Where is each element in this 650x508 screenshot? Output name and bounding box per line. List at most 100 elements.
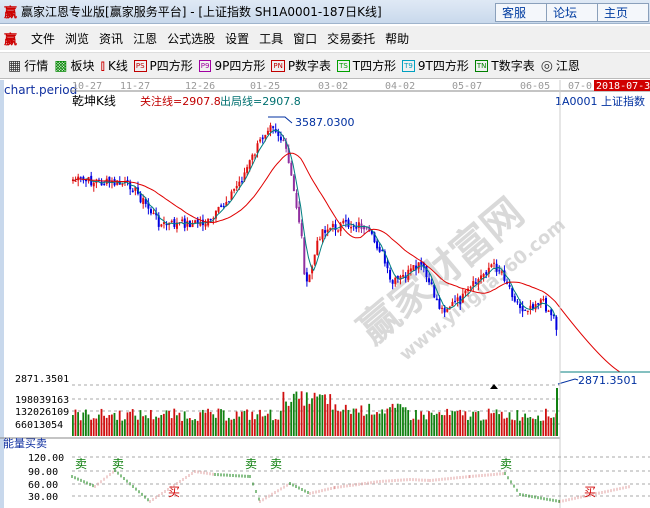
volume-bar	[477, 411, 480, 436]
menu-item-7[interactable]: 窗口	[293, 31, 318, 46]
toolbar-item-8[interactable]: TN T数字表	[474, 57, 535, 74]
menu-item-6[interactable]: 工具	[259, 31, 284, 46]
menu-item-0[interactable]: 文件	[31, 31, 56, 46]
volume-bar	[404, 407, 407, 436]
toolbar-item-5[interactable]: PN P数字表	[271, 57, 331, 74]
volume-bar	[537, 415, 540, 436]
candle	[238, 181, 241, 186]
ts-icon: TS	[337, 59, 350, 72]
service-button[interactable]: 客服	[495, 3, 547, 22]
volume-bar	[513, 420, 516, 436]
home-button[interactable]: 主页	[597, 3, 649, 22]
toolbar-item-7[interactable]: T9 9T四方形	[402, 57, 469, 74]
menu-item-1[interactable]: 浏览	[65, 31, 90, 46]
volume-bar	[305, 392, 308, 436]
candle	[256, 143, 259, 153]
candle	[144, 198, 147, 204]
forum-button[interactable]: 论坛	[546, 3, 598, 22]
candle	[217, 206, 220, 212]
candle	[329, 227, 332, 231]
volume-bar	[508, 412, 511, 436]
volume-bar	[230, 419, 233, 436]
candle	[513, 296, 516, 302]
menu-item-3[interactable]: 江恩	[133, 31, 158, 46]
toolbar-item-0[interactable]: ▦ 行情	[8, 57, 48, 74]
candle	[162, 222, 165, 224]
toolbar-label: P数字表	[287, 59, 332, 73]
volume-bar	[131, 409, 134, 436]
volume-bar	[201, 409, 204, 436]
candle	[74, 180, 77, 182]
candle	[511, 288, 514, 298]
candle	[542, 298, 545, 301]
volume-bar	[350, 413, 352, 436]
volume-bar	[178, 412, 181, 436]
candle	[300, 223, 303, 237]
volume-bar	[316, 396, 319, 436]
menu-item-5[interactable]: 设置	[225, 31, 250, 46]
candle	[443, 308, 446, 313]
volume-bar	[84, 409, 87, 436]
candle	[376, 241, 379, 249]
candle	[259, 139, 262, 142]
volume-bar	[157, 417, 160, 436]
menu-item-9[interactable]: 帮助	[385, 31, 410, 46]
volume-bar	[441, 414, 443, 436]
menu-item-4[interactable]: 公式选股	[167, 31, 216, 46]
candle	[539, 299, 542, 305]
volume-bar	[253, 419, 256, 436]
toolbar-label: 板块	[70, 59, 95, 73]
volume-bar	[126, 412, 129, 436]
volume-bar	[409, 420, 412, 436]
volume-bar	[248, 419, 251, 436]
volume-bar	[461, 415, 464, 436]
candle	[103, 183, 106, 185]
volume-bar	[160, 415, 163, 436]
price-axis-label: 2871.3501	[15, 374, 69, 385]
volume-axis-label: 198039163	[15, 395, 69, 406]
volume-bar	[212, 414, 215, 436]
menu-item-8[interactable]: 交易委托	[327, 31, 376, 46]
toolbar-item-1[interactable]: ▩ 板块	[54, 57, 94, 74]
volume-bar	[139, 410, 142, 436]
volume-bar	[396, 403, 399, 436]
volume-bar	[370, 414, 373, 436]
volume-bar	[152, 419, 155, 436]
volume-bar	[266, 413, 269, 436]
volume-bar	[542, 420, 545, 436]
volume-bar	[334, 404, 337, 436]
candle	[240, 181, 243, 183]
volume-bar	[480, 420, 482, 436]
volume-bar	[438, 412, 441, 436]
candle	[126, 180, 129, 182]
toolbar-item-2[interactable]: ⫾ K线	[101, 57, 128, 74]
candle	[251, 154, 254, 160]
volume-bar	[170, 418, 173, 436]
toolbar-item-6[interactable]: TS T四方形	[337, 57, 396, 74]
volume-bar	[355, 408, 358, 436]
volume-bar	[503, 418, 506, 436]
menu-item-2[interactable]: 资讯	[99, 31, 124, 46]
toolbar-item-3[interactable]: PS P四方形	[133, 57, 193, 74]
candle	[363, 225, 366, 230]
日K线: chart.period	[4, 83, 77, 97]
candle	[134, 187, 137, 191]
volume-bar	[464, 411, 467, 436]
date-tick: 06-05	[520, 81, 550, 92]
candle	[454, 300, 457, 302]
toolbar-item-4[interactable]: P9 9P四方形	[198, 57, 265, 74]
indicator-title: 能量买卖	[3, 436, 47, 450]
volume-bar	[285, 401, 287, 436]
chart-area[interactable]: 赢家财富网www.yingjia360.comchart.period10-27…	[0, 80, 650, 508]
candle	[227, 201, 230, 203]
candle	[337, 230, 340, 232]
candle	[142, 198, 145, 205]
volume-bar	[446, 408, 449, 436]
toolbar-item-9[interactable]: ◎ 江恩	[541, 57, 580, 74]
candle	[186, 220, 189, 227]
volume-bar	[87, 414, 90, 436]
candle	[230, 191, 233, 201]
buy-signal: 买	[168, 485, 180, 499]
candle	[196, 219, 199, 224]
candle	[110, 180, 113, 183]
